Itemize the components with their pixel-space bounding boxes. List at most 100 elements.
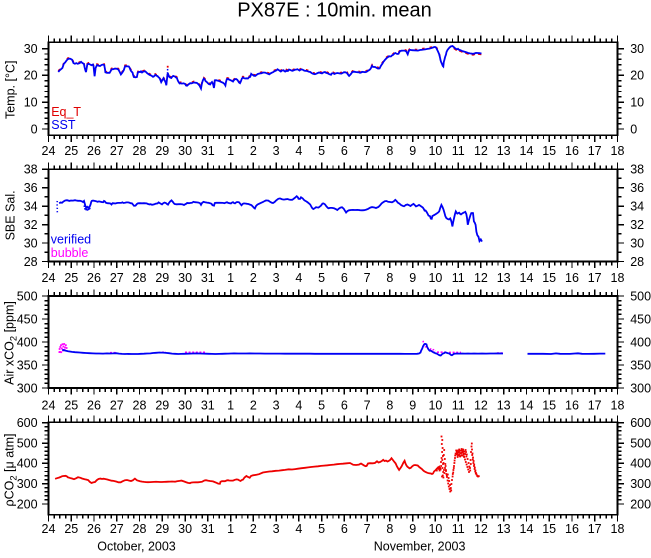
svg-text:17: 17 [588,398,602,412]
svg-text:30: 30 [178,398,192,412]
svg-text:10: 10 [24,96,38,110]
svg-text:30: 30 [178,271,192,285]
svg-text:12: 12 [474,522,488,536]
svg-text:13: 13 [497,271,511,285]
svg-text:3: 3 [273,271,280,285]
svg-text:12: 12 [474,144,488,158]
svg-text:13: 13 [497,522,511,536]
svg-text:17: 17 [588,144,602,158]
svg-text:30: 30 [630,236,644,250]
svg-text:28: 28 [24,255,38,269]
svg-text:200: 200 [630,497,651,511]
svg-text:16: 16 [565,271,579,285]
svg-text:30: 30 [178,144,192,158]
svg-text:32: 32 [24,218,38,232]
svg-text:1: 1 [227,271,234,285]
svg-text:1: 1 [227,522,234,536]
svg-text:28: 28 [133,144,147,158]
svg-text:4: 4 [295,271,302,285]
svg-text:14: 14 [520,522,534,536]
svg-text:26: 26 [87,271,101,285]
svg-text:7: 7 [364,522,371,536]
svg-text:16: 16 [565,398,579,412]
svg-text:25: 25 [64,271,78,285]
svg-text:400: 400 [630,457,651,471]
svg-text:28: 28 [133,398,147,412]
svg-text:2: 2 [250,522,257,536]
svg-text:30: 30 [24,236,38,250]
svg-text:31: 31 [201,522,215,536]
svg-text:13: 13 [497,398,511,412]
svg-text:24: 24 [42,144,56,158]
svg-text:300: 300 [17,477,38,491]
svg-text:11: 11 [452,398,465,412]
svg-text:bubble: bubble [51,246,89,260]
svg-text:28: 28 [630,255,644,269]
svg-text:12: 12 [474,398,488,412]
svg-text:10: 10 [428,144,442,158]
svg-text:31: 31 [201,144,215,158]
svg-text:1: 1 [227,398,234,412]
svg-text:20: 20 [24,69,38,83]
svg-text:1: 1 [227,144,234,158]
svg-text:8: 8 [386,522,393,536]
svg-text:10: 10 [428,271,442,285]
svg-text:9: 9 [409,271,416,285]
svg-text:30: 30 [630,42,644,56]
svg-text:16: 16 [565,144,579,158]
svg-text:26: 26 [87,144,101,158]
svg-text:9: 9 [409,398,416,412]
svg-text:8: 8 [386,271,393,285]
svg-text:11: 11 [452,144,465,158]
svg-text:15: 15 [542,522,556,536]
svg-text:36: 36 [24,181,38,195]
svg-text:24: 24 [42,522,56,536]
svg-text:31: 31 [201,398,215,412]
svg-text:10: 10 [630,96,644,110]
svg-text:Air xCO2 [ppm]: Air xCO2 [ppm] [3,301,19,385]
svg-text:5: 5 [318,398,325,412]
svg-text:24: 24 [42,271,56,285]
svg-text:7: 7 [364,144,371,158]
svg-text:200: 200 [17,497,38,511]
svg-text:2: 2 [250,398,257,412]
svg-text:4: 4 [295,398,302,412]
svg-text:0: 0 [31,122,38,136]
svg-text:400: 400 [17,335,38,349]
svg-text:300: 300 [630,381,651,395]
svg-text:350: 350 [17,358,38,372]
svg-text:ρCO2 [μ atm]: ρCO2 [μ atm] [3,433,19,506]
svg-text:4: 4 [295,144,302,158]
svg-text:24: 24 [42,398,56,412]
svg-text:30: 30 [24,42,38,56]
svg-text:500: 500 [17,436,38,450]
svg-text:2: 2 [250,271,257,285]
svg-text:November, 2003: November, 2003 [374,539,466,553]
svg-text:36: 36 [630,181,644,195]
svg-text:Temp. [°C]: Temp. [°C] [4,61,18,119]
svg-text:15: 15 [542,271,556,285]
svg-text:27: 27 [110,271,124,285]
svg-text:6: 6 [341,522,348,536]
svg-text:600: 600 [630,416,651,430]
svg-text:20: 20 [630,69,644,83]
svg-text:15: 15 [542,398,556,412]
svg-text:Eq_T: Eq_T [51,105,81,119]
svg-text:29: 29 [155,271,169,285]
svg-text:6: 6 [341,144,348,158]
svg-text:11: 11 [452,271,465,285]
svg-text:18: 18 [611,398,625,412]
svg-text:3: 3 [273,144,280,158]
svg-text:9: 9 [409,144,416,158]
svg-text:10: 10 [428,398,442,412]
svg-text:400: 400 [630,335,651,349]
svg-text:25: 25 [64,144,78,158]
svg-text:18: 18 [611,522,625,536]
svg-text:9: 9 [409,522,416,536]
svg-text:8: 8 [386,398,393,412]
svg-text:29: 29 [155,144,169,158]
svg-text:2: 2 [250,144,257,158]
svg-text:29: 29 [155,522,169,536]
svg-text:6: 6 [341,398,348,412]
svg-text:25: 25 [64,522,78,536]
